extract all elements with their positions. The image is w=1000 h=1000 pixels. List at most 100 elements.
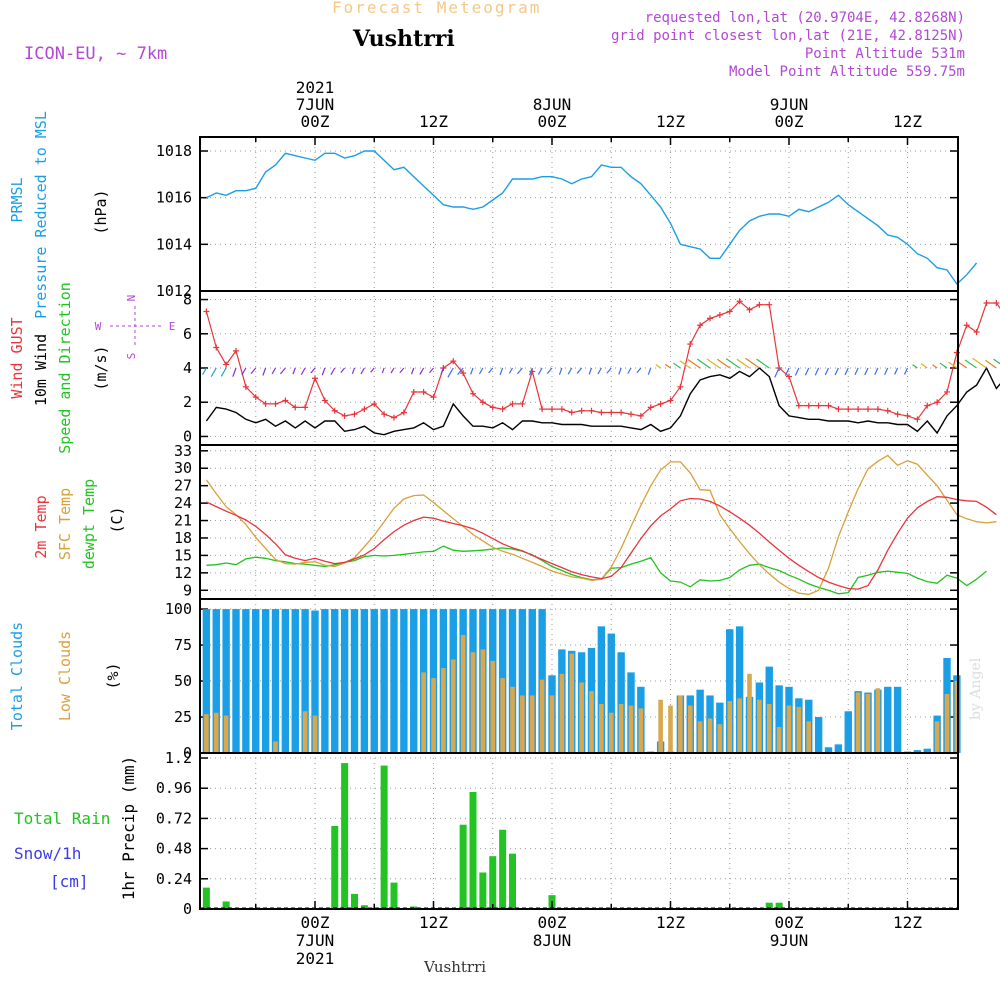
y-tick-label: 18 bbox=[174, 529, 192, 547]
gust-point bbox=[736, 298, 743, 305]
wind-direction-arrow bbox=[985, 359, 997, 369]
total-cloud-bar bbox=[340, 609, 349, 753]
wind-direction-arrow bbox=[912, 364, 918, 369]
gust-point bbox=[835, 406, 842, 413]
dewpt-label: dewpt Temp bbox=[80, 479, 98, 569]
low-cloud-bar bbox=[213, 712, 219, 753]
wind-direction-arrow bbox=[774, 367, 780, 378]
low-cloud-bar bbox=[549, 695, 555, 753]
gust-point bbox=[410, 388, 417, 395]
wind-direction-arrow bbox=[745, 357, 760, 369]
gust-point bbox=[489, 404, 496, 411]
gust-point bbox=[687, 341, 694, 348]
time-label-bottom: 9JUN bbox=[770, 931, 809, 950]
low-cloud-bar bbox=[766, 704, 772, 753]
wind-direction-arrow bbox=[516, 367, 523, 375]
low-cloud-bar bbox=[707, 718, 713, 753]
wind-direction-arrow bbox=[874, 367, 879, 375]
gust-point bbox=[874, 406, 881, 413]
gust-point bbox=[983, 299, 990, 306]
rain-bar bbox=[390, 882, 398, 909]
total-cloud-bar bbox=[834, 744, 843, 753]
wind-speed-line bbox=[205, 366, 1000, 436]
gust-point bbox=[894, 411, 901, 418]
y-tick-label: 0 bbox=[183, 427, 192, 445]
total-cloud-bar bbox=[518, 609, 527, 753]
time-label-bottom: 12Z bbox=[656, 913, 685, 932]
product-title: Forecast Meteogram bbox=[332, 0, 542, 17]
dewpoint-line bbox=[206, 545, 987, 595]
gust-point bbox=[223, 361, 230, 368]
rain-bar bbox=[775, 902, 783, 909]
low-cloud-bar bbox=[608, 712, 614, 753]
total-cloud-bar bbox=[301, 609, 309, 753]
gust-point bbox=[914, 416, 921, 423]
compass-south: S bbox=[125, 353, 138, 360]
wind-direction-arrow bbox=[664, 363, 671, 369]
low-cloud-bar bbox=[934, 721, 940, 753]
low-cloud-bar bbox=[470, 652, 476, 753]
gust-point bbox=[331, 407, 338, 414]
total-cloud-bar bbox=[814, 717, 823, 753]
gust-point bbox=[657, 400, 664, 407]
gust-point bbox=[460, 370, 467, 377]
gust-point bbox=[312, 375, 318, 382]
rain-bar bbox=[499, 829, 507, 909]
gust-point bbox=[558, 406, 565, 413]
total-cloud-bar bbox=[913, 750, 922, 753]
time-label-top: 00Z bbox=[301, 112, 330, 131]
total-cloud-bar bbox=[252, 609, 260, 753]
wind-direction-arrow bbox=[736, 358, 750, 369]
time-label-top: 12Z bbox=[656, 112, 685, 131]
total-cloud-bar bbox=[331, 609, 339, 753]
rain-bar bbox=[202, 887, 210, 909]
total-cloud-bar bbox=[321, 609, 329, 753]
gust-point bbox=[302, 404, 309, 411]
wind-direction-arrow bbox=[558, 367, 563, 375]
total-cloud-bar bbox=[350, 609, 359, 753]
low-cloud-bar bbox=[569, 653, 575, 753]
low-cloud-bar bbox=[273, 741, 278, 753]
total-cloud-bar bbox=[824, 747, 833, 753]
total-cloud-bar bbox=[775, 685, 783, 753]
rain-label: Total Rain bbox=[14, 809, 110, 828]
sfc-label: SFC Temp bbox=[56, 488, 74, 560]
wind-direction-arrow bbox=[903, 367, 909, 375]
y-tick-label: 100 bbox=[165, 600, 192, 618]
low-cloud-bar bbox=[510, 686, 515, 753]
wind-direction-arrow bbox=[814, 367, 820, 376]
time-label-top: 7JUN bbox=[296, 95, 335, 114]
wind-direction-arrow bbox=[546, 367, 553, 375]
wind-direction-arrow bbox=[647, 367, 652, 375]
compass-north: N bbox=[125, 295, 138, 302]
wind-direction-arrow bbox=[794, 367, 800, 376]
wind-direction-arrow bbox=[340, 367, 346, 373]
gust-point bbox=[361, 406, 368, 413]
sfc-temp-line bbox=[205, 454, 997, 596]
gust-point bbox=[292, 404, 299, 411]
wind-direction-arrow bbox=[834, 367, 839, 376]
gust-point bbox=[746, 306, 753, 313]
wind-direction-arrow bbox=[567, 367, 573, 375]
gust-point bbox=[499, 406, 506, 413]
precip-unit-label: 1hr Precip (mm) bbox=[119, 756, 138, 901]
total-cloud-bar bbox=[242, 609, 250, 753]
rain-bar bbox=[331, 825, 339, 909]
wind-direction-arrow bbox=[429, 367, 434, 374]
wind-direction-arrow bbox=[964, 359, 977, 369]
total-cloud-bar bbox=[884, 686, 892, 753]
wind-direction-arrow bbox=[220, 367, 227, 377]
gust-point bbox=[242, 383, 249, 390]
gust-point bbox=[391, 414, 397, 421]
wind-direction-arrow bbox=[687, 358, 701, 369]
total-cloud-bar bbox=[380, 609, 388, 753]
wind-direction-arrow bbox=[381, 367, 385, 374]
rain-bar bbox=[360, 905, 368, 909]
wind-10m-label: 10m Wind bbox=[32, 334, 50, 406]
total-cloud-bar bbox=[844, 711, 852, 753]
y-tick-label: 75 bbox=[174, 636, 192, 654]
wind-direction-arrow bbox=[894, 367, 899, 375]
wind-direction-arrow bbox=[597, 367, 602, 375]
low-cloud-bar bbox=[618, 704, 624, 753]
gust-point bbox=[766, 301, 773, 308]
